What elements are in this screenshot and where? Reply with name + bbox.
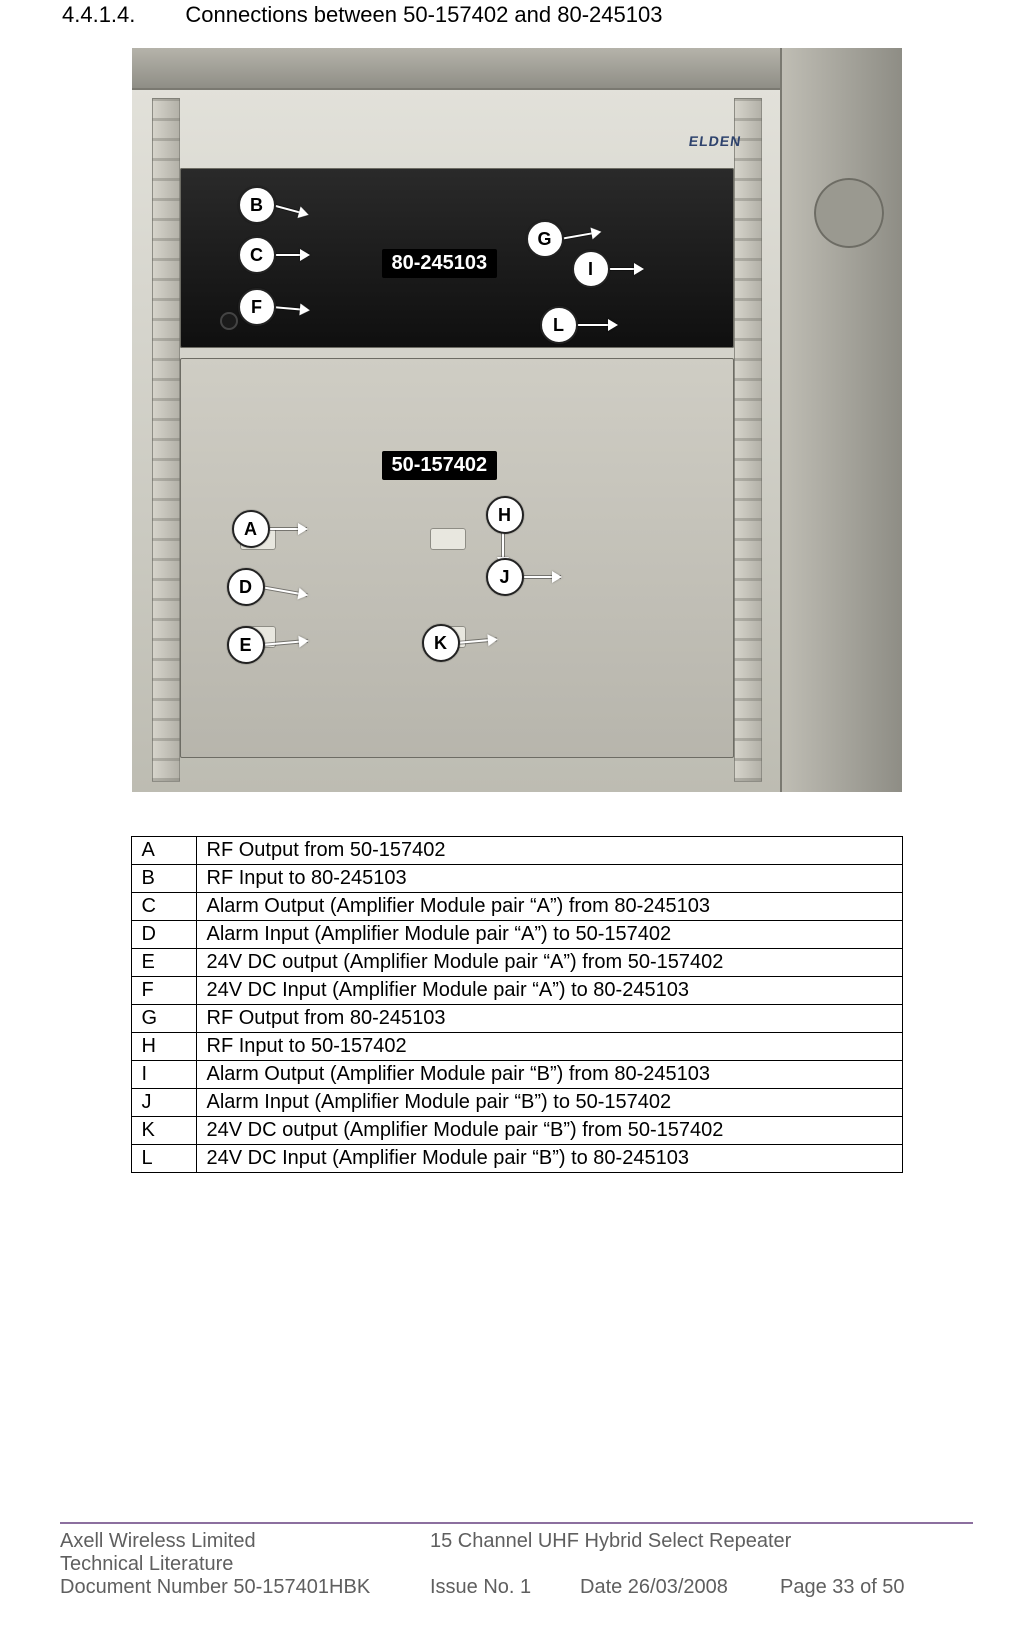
table-row: DAlarm Input (Amplifier Module pair “A”)… <box>131 921 902 949</box>
callout-bubble-g: G <box>526 220 564 258</box>
callout-bubble-a: A <box>232 510 270 548</box>
table-desc: Alarm Input (Amplifier Module pair “A”) … <box>196 921 902 949</box>
callout-bubble-c: C <box>238 236 276 274</box>
table-row: F24V DC Input (Amplifier Module pair “A”… <box>131 977 902 1005</box>
callout-bubble-k: K <box>422 624 460 662</box>
table-key: E <box>131 949 196 977</box>
table-desc: RF Output from 80-245103 <box>196 1005 902 1033</box>
callout-arrow <box>272 254 308 256</box>
table-row: HRF Input to 50-157402 <box>131 1033 902 1061</box>
table-desc: RF Input to 50-157402 <box>196 1033 902 1061</box>
table-row: JAlarm Input (Amplifier Module pair “B”)… <box>131 1089 902 1117</box>
callout-arrow <box>606 268 642 270</box>
page-footer: Axell Wireless Limited 15 Channel UHF Hy… <box>60 1522 973 1599</box>
table-row: GRF Output from 80-245103 <box>131 1005 902 1033</box>
callout-arrow <box>266 528 306 530</box>
table-key: L <box>131 1145 196 1173</box>
rack-rail-right <box>734 98 762 782</box>
footer-rule <box>60 1522 973 1524</box>
table-desc: Alarm Output (Amplifier Module pair “A”)… <box>196 893 902 921</box>
table-desc: 24V DC Input (Amplifier Module pair “B”)… <box>196 1145 902 1173</box>
rack-enclosure: ELDEN 80-245103 50-157402 A BC DE F G H I JK L <box>132 48 902 792</box>
callout-arrow <box>574 324 616 326</box>
table-desc: 24V DC output (Amplifier Module pair “A”… <box>196 949 902 977</box>
table-key: B <box>131 865 196 893</box>
footer-page-number: Page 33 of 50 <box>780 1576 973 1599</box>
figure-container: ELDEN 80-245103 50-157402 A BC DE F G H I JK L <box>132 48 902 792</box>
footer-tech-lit: Technical Literature <box>60 1553 430 1576</box>
callout-bubble-b: B <box>238 186 276 224</box>
table-row: K24V DC output (Amplifier Module pair “B… <box>131 1117 902 1145</box>
footer-product: 15 Channel UHF Hybrid Select Repeater <box>430 1530 973 1553</box>
footer-issue: Issue No. 1 <box>430 1576 580 1599</box>
table-desc: Alarm Output (Amplifier Module pair “B”)… <box>196 1061 902 1089</box>
footer-date: Date 26/03/2008 <box>580 1576 780 1599</box>
heading-number: 4.4.1.4. <box>62 2 135 28</box>
callout-bubble-f: F <box>238 288 276 326</box>
table-desc: 24V DC Input (Amplifier Module pair “A”)… <box>196 977 902 1005</box>
knob-icon <box>220 312 238 330</box>
table-row: BRF Input to 80-245103 <box>131 865 902 893</box>
table-key: K <box>131 1117 196 1145</box>
footer-row-2: Technical Literature <box>60 1553 973 1576</box>
table-key: F <box>131 977 196 1005</box>
callout-arrow <box>520 576 560 578</box>
table-row: L24V DC Input (Amplifier Module pair “B”… <box>131 1145 902 1173</box>
heading-title: Connections between 50-157402 and 80-245… <box>185 2 662 28</box>
table-key: H <box>131 1033 196 1061</box>
callout-bubble-h: H <box>486 496 524 534</box>
callout-bubble-l: L <box>540 306 578 344</box>
table-row: E24V DC output (Amplifier Module pair “A… <box>131 949 902 977</box>
unit-label-top: 80-245103 <box>382 249 498 278</box>
document-page: 4.4.1.4. Connections between 50-157402 a… <box>0 0 1033 1637</box>
rack-rail-left <box>152 98 180 782</box>
unit-50-157402 <box>180 358 734 758</box>
footer-row-3: Document Number 50-157401HBK Issue No. 1… <box>60 1576 973 1599</box>
table-row: IAlarm Output (Amplifier Module pair “B”… <box>131 1061 902 1089</box>
table-key: C <box>131 893 196 921</box>
table-desc: 24V DC output (Amplifier Module pair “B”… <box>196 1117 902 1145</box>
footer-company: Axell Wireless Limited <box>60 1530 430 1553</box>
connections-table-body: ARF Output from 50-157402BRF Input to 80… <box>131 837 902 1173</box>
table-key: I <box>131 1061 196 1089</box>
brand-label: ELDEN <box>688 133 743 149</box>
section-heading: 4.4.1.4. Connections between 50-157402 a… <box>60 0 973 28</box>
table-row: ARF Output from 50-157402 <box>131 837 902 865</box>
vent-icon <box>814 178 884 248</box>
table-desc: Alarm Input (Amplifier Module pair “B”) … <box>196 1089 902 1117</box>
callout-bubble-i: I <box>572 250 610 288</box>
connections-table: ARF Output from 50-157402BRF Input to 80… <box>131 836 903 1173</box>
table-key: A <box>131 837 196 865</box>
table-key: G <box>131 1005 196 1033</box>
port-icon <box>430 528 466 550</box>
table-key: D <box>131 921 196 949</box>
rack-door <box>780 48 902 792</box>
callout-bubble-e: E <box>227 626 265 664</box>
footer-doc-number: Document Number 50-157401HBK <box>60 1576 430 1599</box>
table-desc: RF Input to 80-245103 <box>196 865 902 893</box>
footer-empty <box>430 1553 973 1576</box>
table-row: CAlarm Output (Amplifier Module pair “A”… <box>131 893 902 921</box>
callout-bubble-j: J <box>486 558 524 596</box>
table-desc: RF Output from 50-157402 <box>196 837 902 865</box>
callout-bubble-d: D <box>227 568 265 606</box>
unit-label-bottom: 50-157402 <box>382 451 498 480</box>
table-key: J <box>131 1089 196 1117</box>
footer-row-1: Axell Wireless Limited 15 Channel UHF Hy… <box>60 1530 973 1553</box>
